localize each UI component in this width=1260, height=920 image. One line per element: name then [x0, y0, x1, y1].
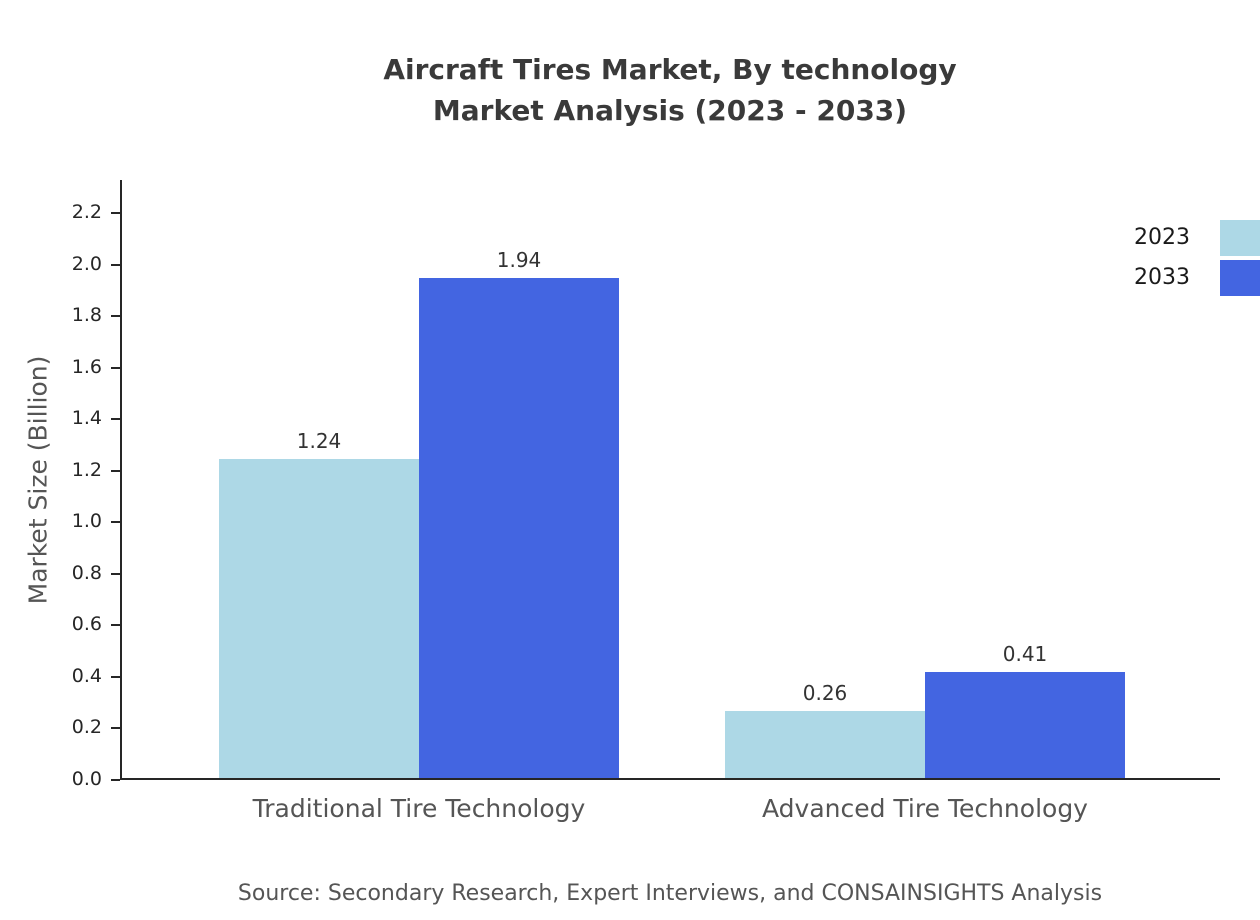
y-tick-label: 2.2: [71, 201, 102, 224]
x-category-label: Traditional Tire Technology: [252, 794, 586, 823]
x-category-label: Advanced Tire Technology: [762, 794, 1088, 823]
y-tick-label: 0.8: [71, 561, 102, 584]
y-tick-mark: [111, 675, 120, 678]
y-tick-mark: [111, 624, 120, 627]
legend-label: 2023: [1134, 225, 1190, 250]
legend: 2023 2033: [1134, 219, 1260, 296]
y-tick-mark: [111, 572, 120, 575]
y-tick-mark: [111, 263, 120, 266]
y-tick-label: 0.0: [71, 768, 102, 790]
bar-value-label: 0.26: [802, 681, 848, 706]
y-tick-label: 1.2: [71, 458, 102, 481]
y-tick-label: 2.0: [71, 252, 102, 275]
y-tick-label: 1.0: [71, 510, 102, 533]
y-tick-label: 1.8: [71, 304, 102, 327]
y-tick-mark: [111, 315, 120, 318]
y-tick-label: 0.4: [71, 664, 102, 687]
bar-value-label: 1.94: [496, 248, 542, 273]
bar-2033-advanced: [925, 672, 1125, 778]
y-tick-mark: [111, 212, 120, 215]
chart-title-line1: Aircraft Tires Market, By technology: [383, 53, 957, 86]
plot-area: 0.0 0.2 0.4 0.6 0.8 1.0 1.2 1.4 1.6 1.8 2.0 2.2 1.24…: [72, 180, 1220, 823]
legend-swatch: [1220, 219, 1260, 256]
y-tick-mark: [111, 727, 120, 730]
legend-entry-2023: 2023: [1134, 219, 1260, 256]
y-tick-label: 1.4: [71, 407, 102, 430]
chart-title-line2: Market Analysis (2023 - 2033): [432, 93, 908, 127]
bar-2033-traditional: [419, 278, 619, 778]
legend-swatch: [1220, 259, 1260, 296]
bar-2023-advanced: [725, 711, 925, 778]
legend-label: 2033: [1134, 265, 1190, 290]
y-tick-label: 0.6: [71, 613, 102, 636]
y-tick-mark: [111, 366, 120, 369]
source-note: Source: Secondary Research, Expert Inter…: [237, 881, 1103, 906]
legend-entry-2033: 2033: [1134, 259, 1260, 296]
y-tick-label: 0.2: [71, 716, 102, 739]
bar-2023-traditional: [219, 458, 419, 778]
bar-value-label: 1.24: [296, 428, 342, 453]
y-tick-mark: [111, 779, 120, 781]
y-tick-mark: [111, 521, 120, 524]
y-tick-mark: [111, 469, 120, 472]
bar-value-label: 0.41: [1002, 642, 1048, 667]
chart-title: Aircraft Tires Market, By technology Mar…: [120, 50, 1220, 131]
y-tick-mark: [111, 418, 120, 421]
y-tick-label: 1.6: [71, 355, 102, 378]
